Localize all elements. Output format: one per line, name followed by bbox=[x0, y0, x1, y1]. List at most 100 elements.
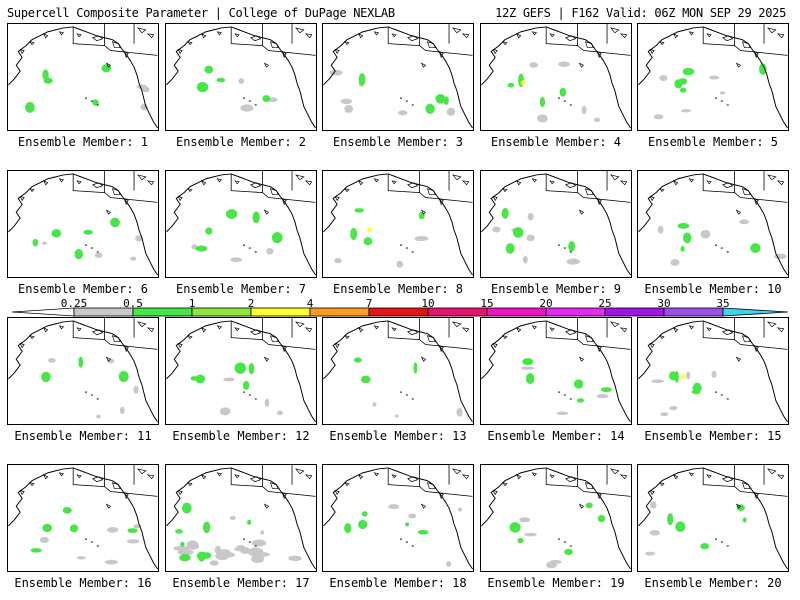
island-outline bbox=[92, 182, 104, 189]
island-outline bbox=[200, 33, 207, 39]
island-outline bbox=[565, 35, 577, 42]
island-outline bbox=[216, 325, 223, 330]
island-outline bbox=[216, 31, 223, 36]
map-canvas bbox=[638, 465, 788, 570]
island-outline bbox=[391, 474, 397, 479]
scp-field-contour bbox=[539, 96, 546, 108]
island-outline bbox=[452, 27, 462, 34]
scp-field-contour bbox=[266, 247, 274, 255]
island-outline bbox=[706, 327, 712, 332]
island-outline bbox=[263, 356, 270, 362]
island-outline bbox=[58, 31, 65, 36]
island-marker bbox=[726, 398, 729, 400]
scp-field-contour bbox=[119, 406, 125, 415]
colorbar-tick-label: 0.25 bbox=[61, 298, 88, 310]
scp-field-contour bbox=[186, 542, 200, 550]
island-outline bbox=[619, 33, 628, 39]
scp-field-contour bbox=[130, 256, 137, 261]
scp-field-contour bbox=[521, 366, 535, 370]
scp-field-contour bbox=[223, 552, 235, 558]
island-marker bbox=[569, 251, 572, 253]
island-outline bbox=[672, 33, 679, 39]
run-valid-time: 12Z GEFS | F162 Valid: 06Z MON SEP 29 20… bbox=[495, 6, 786, 20]
island-outline bbox=[76, 33, 82, 38]
island-marker bbox=[84, 391, 87, 393]
scp-field-contour bbox=[51, 229, 62, 238]
colorbar-segment bbox=[427, 307, 488, 317]
scp-field-contour bbox=[682, 232, 692, 244]
island-marker bbox=[714, 244, 717, 246]
island-outline bbox=[200, 180, 207, 186]
ensemble-member-map bbox=[165, 23, 317, 131]
scp-field-contour bbox=[288, 555, 302, 562]
island-outline bbox=[452, 321, 462, 328]
island-outline bbox=[304, 180, 313, 186]
island-marker bbox=[248, 247, 251, 249]
island-outline bbox=[19, 196, 25, 202]
ensemble-member-map bbox=[7, 464, 159, 572]
coastline bbox=[638, 320, 788, 423]
colorbar-segment bbox=[604, 307, 665, 317]
scp-field-contour bbox=[446, 561, 452, 567]
island-outline bbox=[407, 35, 419, 42]
island-outline bbox=[373, 31, 380, 36]
island-outline bbox=[373, 178, 380, 183]
scp-field-contour bbox=[47, 358, 56, 363]
scp-field-contour bbox=[675, 521, 686, 532]
island-marker bbox=[84, 97, 87, 99]
colorbar-tick-label: 10 bbox=[421, 298, 434, 310]
island-outline bbox=[187, 482, 193, 487]
island-outline bbox=[596, 197, 602, 206]
island-outline bbox=[216, 472, 223, 477]
ensemble-member-label: Ensemble Member: 8 bbox=[332, 282, 464, 296]
island-outline bbox=[105, 209, 112, 215]
island-outline bbox=[76, 180, 82, 185]
island-outline bbox=[281, 344, 287, 353]
scp-field-contour bbox=[669, 405, 678, 411]
scp-field-contour bbox=[360, 375, 371, 384]
island-marker bbox=[714, 538, 717, 540]
scp-field-contour bbox=[361, 511, 368, 517]
island-outline bbox=[610, 321, 620, 328]
island-marker bbox=[242, 391, 245, 393]
island-outline bbox=[492, 49, 498, 55]
island-outline bbox=[250, 476, 262, 483]
ensemble-member-label: Ensemble Member: 20 bbox=[644, 576, 782, 590]
island-marker bbox=[242, 97, 245, 99]
ensemble-member-map bbox=[7, 317, 159, 425]
island-outline bbox=[610, 27, 620, 34]
island-outline bbox=[672, 474, 679, 480]
scp-field-contour bbox=[78, 356, 84, 368]
scp-field-contour bbox=[240, 104, 254, 112]
scp-field-contour bbox=[230, 257, 242, 263]
coastline bbox=[166, 467, 316, 570]
island-outline bbox=[373, 325, 380, 330]
map-canvas bbox=[481, 24, 631, 129]
island-marker bbox=[242, 538, 245, 540]
colorbar-segment bbox=[545, 307, 606, 317]
island-outline bbox=[565, 182, 577, 189]
scp-field-contour bbox=[546, 561, 557, 569]
island-outline bbox=[502, 482, 508, 487]
scp-field-contour bbox=[204, 65, 214, 74]
scp-field-contour bbox=[593, 117, 601, 123]
island-outline bbox=[29, 482, 35, 487]
ensemble-member-label: Ensemble Member: 18 bbox=[329, 576, 467, 590]
scp-field-contour bbox=[564, 548, 573, 556]
island-outline bbox=[515, 474, 522, 480]
scp-field-contour bbox=[175, 529, 183, 534]
scp-field-contour bbox=[271, 232, 283, 244]
coastline bbox=[8, 173, 158, 276]
scp-field-contour bbox=[519, 517, 531, 523]
scp-field-contour bbox=[596, 393, 609, 399]
map-canvas bbox=[638, 318, 788, 423]
scp-field-contour bbox=[529, 62, 539, 68]
scp-field-contour bbox=[39, 536, 49, 544]
colorbar-segment bbox=[250, 307, 311, 317]
colorbar-segment bbox=[309, 307, 370, 317]
scp-field-contour bbox=[742, 517, 747, 523]
island-outline bbox=[735, 209, 742, 215]
scp-field-contour bbox=[597, 514, 606, 523]
island-outline bbox=[753, 344, 759, 353]
island-marker bbox=[563, 247, 566, 249]
